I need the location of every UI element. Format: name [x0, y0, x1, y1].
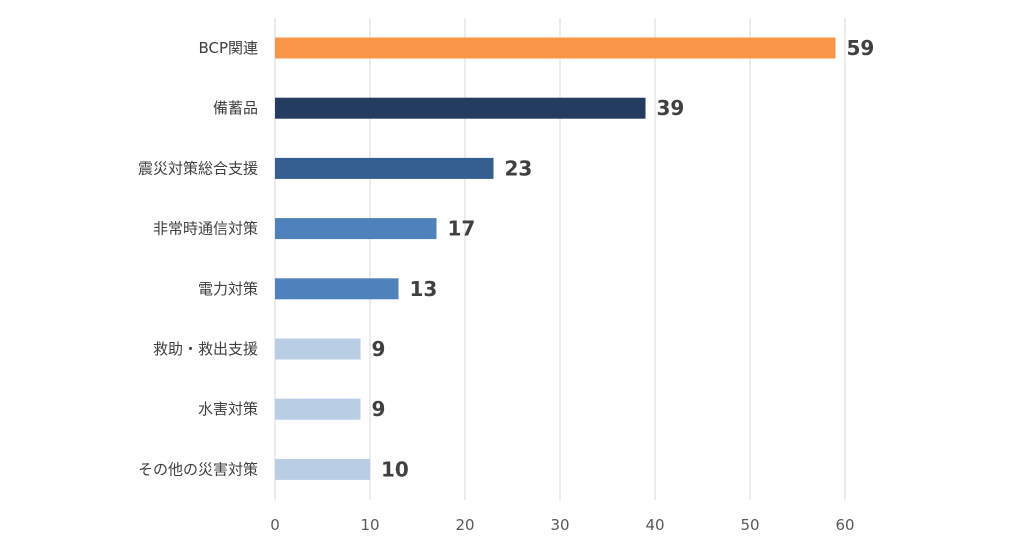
bar-4: [275, 218, 437, 240]
gridlines: [274, 18, 846, 500]
data-label-7: 9: [372, 397, 386, 421]
category-label-3: 震災対策総合支援: [138, 159, 258, 177]
x-tick-label-20: 20: [455, 516, 474, 534]
data-label-8: 10: [381, 457, 409, 481]
data-label-2: 39: [657, 96, 685, 120]
category-label-4: 非常時通信対策: [153, 220, 258, 238]
data-label-6: 9: [372, 337, 386, 361]
category-label-5: 電力対策: [198, 280, 258, 298]
category-labels: BCP関連備蓄品震災対策総合支援非常時通信対策電力対策救助・救出支援水害対策その…: [138, 39, 258, 478]
bar-5: [275, 278, 399, 300]
bar-2: [275, 97, 646, 119]
bar-7: [275, 398, 361, 420]
x-tick-label-50: 50: [740, 516, 759, 534]
data-labels: 59 39 23 17 13 9 9 10: [372, 36, 875, 481]
x-tick-label-0: 0: [270, 516, 280, 534]
bar-6: [275, 338, 361, 360]
category-label-1: BCP関連: [198, 39, 258, 57]
data-label-4: 17: [448, 217, 476, 241]
category-label-2: 備蓄品: [213, 99, 258, 117]
data-label-5: 13: [410, 277, 438, 301]
x-tick-label-60: 60: [835, 516, 854, 534]
x-axis-tick-labels: 0 10 20 30 40 50 60: [270, 516, 854, 534]
bar-3: [275, 157, 494, 179]
bar-8: [275, 458, 370, 480]
bar-1: [275, 37, 836, 59]
category-label-6: 救助・救出支援: [153, 340, 258, 358]
data-label-3: 23: [505, 156, 533, 180]
x-tick-label-10: 10: [360, 516, 379, 534]
x-tick-label-30: 30: [550, 516, 569, 534]
category-label-7: 水害対策: [198, 400, 258, 418]
x-tick-label-40: 40: [645, 516, 664, 534]
bars: [275, 37, 836, 480]
data-label-1: 59: [847, 36, 875, 60]
category-label-8: その他の災害対策: [138, 460, 258, 478]
